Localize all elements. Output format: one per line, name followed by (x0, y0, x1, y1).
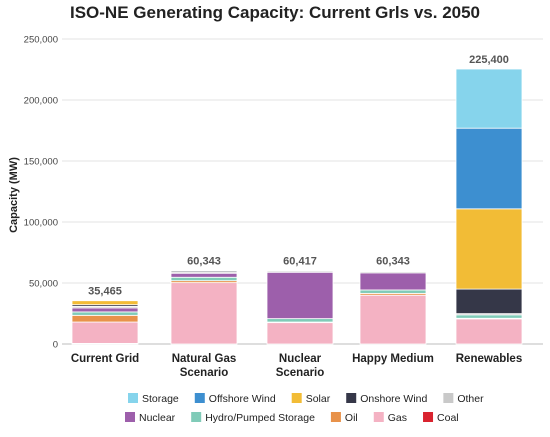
bar-segment-nuclear (359, 272, 427, 291)
bar-segment-hydro-pumped-storage (455, 314, 523, 319)
bar-segment-oil (71, 314, 139, 323)
bar-segment-hydro-pumped-storage (170, 276, 238, 282)
bar-segment-hydro-pumped-storage (359, 289, 427, 294)
x-tick-label: Scenario (180, 367, 229, 379)
legend-label: Onshore Wind (360, 393, 427, 405)
bar-segment-gas (266, 322, 334, 345)
bar-segment-nuclear (71, 307, 139, 313)
chart-title: ISO-NE Generating Capacity: Current Grls… (70, 3, 480, 22)
legend-swatch (191, 412, 202, 422)
legend-label: Hydro/Pumped Storage (205, 412, 315, 424)
bar-total-label: 35,465 (88, 286, 122, 298)
y-tick-label: 200,000 (24, 96, 58, 107)
bar-segment-hydro-pumped-storage (71, 311, 139, 316)
legend-label: Other (457, 393, 484, 405)
legend-swatch (194, 393, 205, 403)
y-tick-label: 150,000 (24, 157, 58, 168)
bar-segment-hydro-pumped-storage (266, 318, 334, 323)
bar-segment-solar (71, 300, 139, 306)
x-tick-label: Scenario (276, 367, 325, 379)
bar-segment-solar (455, 208, 523, 290)
bar-segment-onshore-wind (455, 288, 523, 315)
x-tick-label: Natural Gas (172, 353, 237, 365)
bar-segment-gas (455, 318, 523, 345)
y-tick-label: 100,000 (24, 218, 58, 229)
bar-segment-nuclear (170, 272, 238, 278)
bar-segment-nuclear (266, 271, 334, 320)
x-tick-label: Current Grid (71, 353, 139, 365)
legend-swatch (330, 412, 341, 422)
y-tick-label: 50,000 (29, 279, 58, 290)
legend-swatch (128, 393, 138, 403)
bar-total-label: 60,417 (283, 255, 317, 267)
bar-segment-solar (359, 269, 427, 272)
y-tick-label: 250,000 (24, 35, 58, 46)
legend-swatch (373, 412, 384, 422)
legend: Storage Offshore Wind Solar Onshore Wind Oth… (125, 393, 484, 424)
x-tick-label: Renewables (456, 353, 522, 365)
x-tick-label: Happy Medium (352, 353, 434, 365)
bar-total-label: 60,343 (376, 255, 410, 267)
legend-label: Gas (388, 412, 407, 424)
bar-segment-gas (71, 321, 139, 344)
legend-swatch (291, 393, 302, 403)
bar-total-labels: 35,465 60,343 60,417 60,343 225,400 (88, 54, 509, 298)
bars (71, 68, 523, 345)
legend-swatch (443, 393, 454, 403)
legend-label: Oil (345, 412, 358, 424)
bar-segment-offshore-wind (455, 127, 523, 210)
y-tick-label: 0 (53, 340, 58, 351)
legend-label: Storage (142, 393, 179, 405)
bar-segment-gas (359, 294, 427, 345)
legend-swatch (423, 412, 434, 422)
bar-total-label: 225,400 (469, 54, 509, 66)
legend-label: Offshore Wind (209, 393, 276, 405)
legend-swatch (346, 393, 357, 403)
legend-swatch (125, 412, 135, 422)
bar-segment-storage (455, 68, 523, 129)
legend-label: Solar (306, 393, 331, 405)
legend-label: Nuclear (139, 412, 176, 424)
legend-label: Coal (437, 412, 459, 424)
x-axis-ticks: Current Grid Natural Gas Scenario Nuclear Sc… (71, 353, 522, 379)
x-tick-label: Nuclear (279, 353, 322, 365)
bar-total-label: 60,343 (187, 255, 221, 267)
y-axis-ticks: 0 50,000 100,000 150,000 200,000 250,000 (24, 35, 58, 351)
y-axis-label: Capacity (MW) (8, 157, 20, 233)
bar-segment-gas (170, 282, 238, 345)
